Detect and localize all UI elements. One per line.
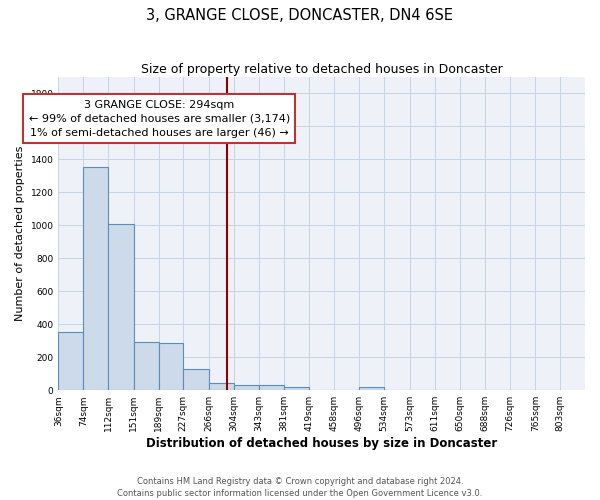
Bar xyxy=(209,383,234,390)
Text: 3, GRANGE CLOSE, DONCASTER, DN4 6SE: 3, GRANGE CLOSE, DONCASTER, DN4 6SE xyxy=(146,8,454,22)
Bar xyxy=(83,168,108,390)
Bar xyxy=(284,387,309,390)
Bar xyxy=(234,386,259,390)
Title: Size of property relative to detached houses in Doncaster: Size of property relative to detached ho… xyxy=(141,62,503,76)
Bar xyxy=(158,343,184,390)
X-axis label: Distribution of detached houses by size in Doncaster: Distribution of detached houses by size … xyxy=(146,437,497,450)
Bar xyxy=(134,342,158,390)
Y-axis label: Number of detached properties: Number of detached properties xyxy=(15,146,25,321)
Bar xyxy=(259,386,284,390)
Bar xyxy=(359,387,384,390)
Text: Contains HM Land Registry data © Crown copyright and database right 2024.
Contai: Contains HM Land Registry data © Crown c… xyxy=(118,476,482,498)
Bar xyxy=(108,224,134,390)
Bar xyxy=(184,369,209,390)
Bar xyxy=(58,332,83,390)
Text: 3 GRANGE CLOSE: 294sqm
← 99% of detached houses are smaller (3,174)
1% of semi-d: 3 GRANGE CLOSE: 294sqm ← 99% of detached… xyxy=(29,100,290,138)
